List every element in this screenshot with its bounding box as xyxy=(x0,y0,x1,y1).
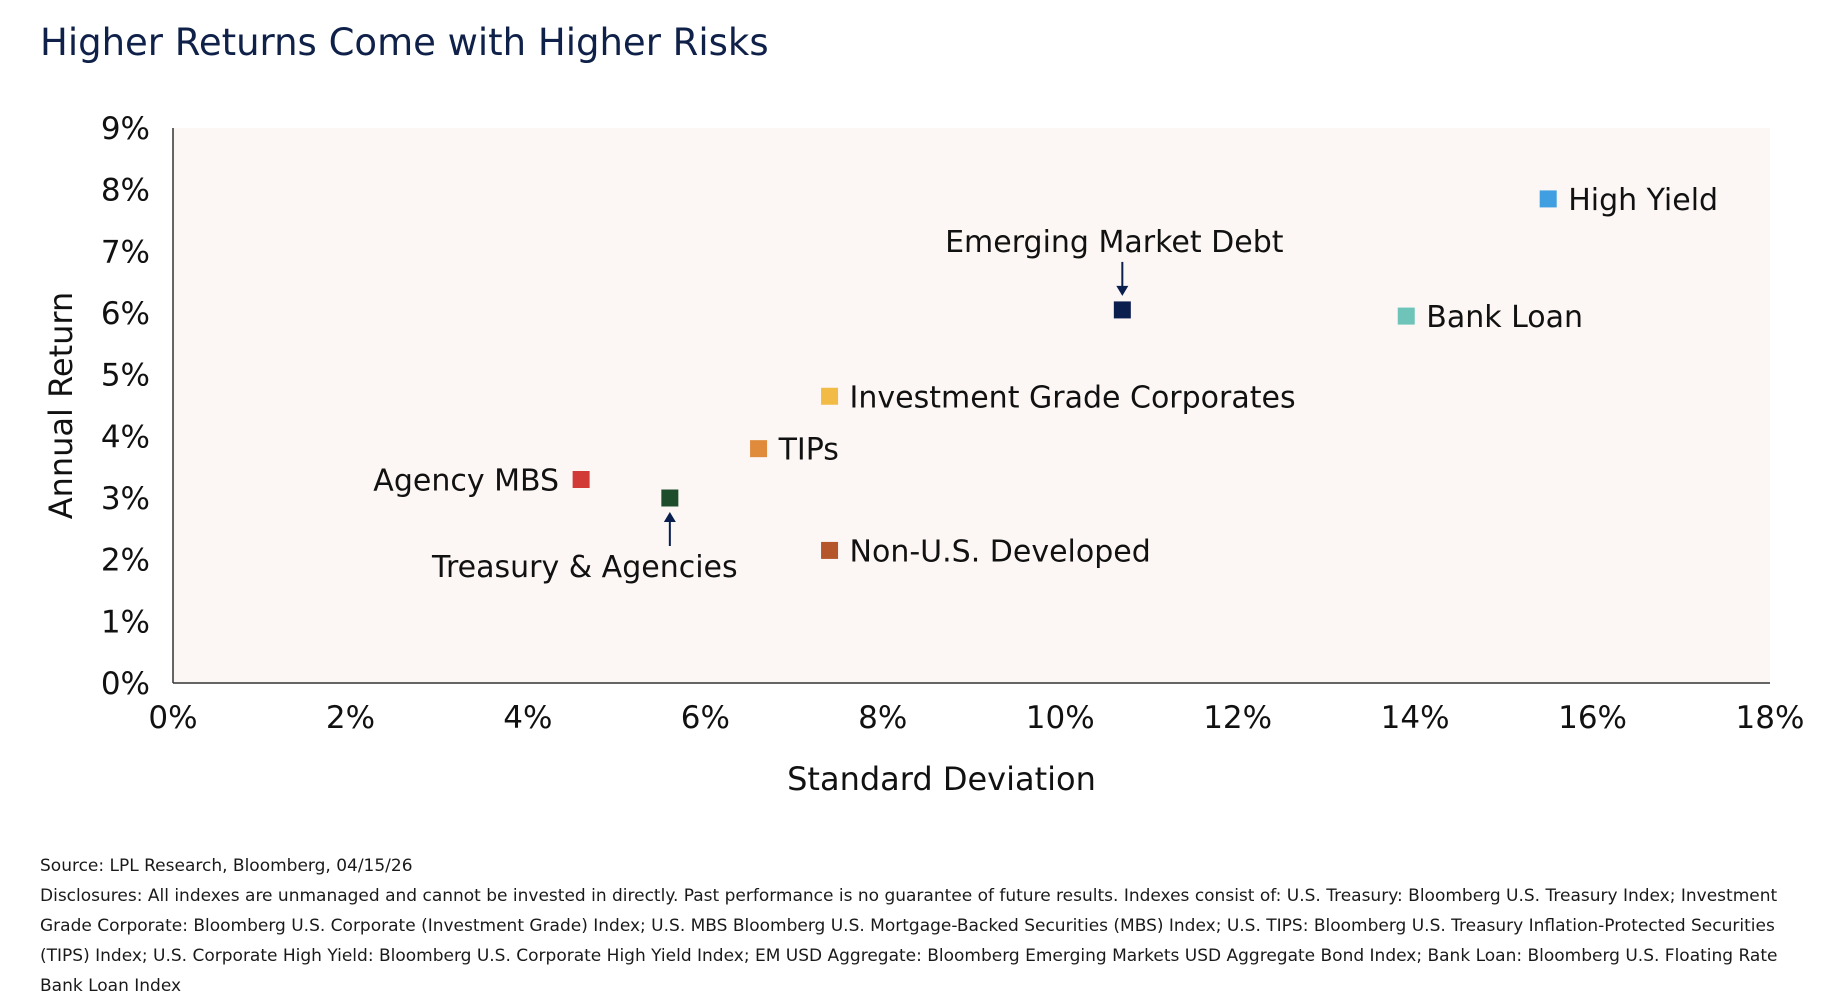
arrow-head xyxy=(1116,285,1129,296)
x-tick-label: 2% xyxy=(326,700,375,736)
y-tick-label: 8% xyxy=(101,173,150,209)
point-label: Non-U.S. Developed xyxy=(850,534,1151,569)
data-point: High Yield xyxy=(1539,183,1718,218)
point-marker xyxy=(750,440,768,458)
x-tick-label: 10% xyxy=(1026,700,1095,736)
data-point: TIPs xyxy=(750,433,839,468)
x-axis-label: Standard Deviation xyxy=(787,760,1096,798)
point-label: Investment Grade Corporates xyxy=(850,380,1296,415)
x-tick-label: 4% xyxy=(503,700,552,736)
x-tick-label: 16% xyxy=(1558,700,1627,736)
x-tick-label: 14% xyxy=(1381,700,1450,736)
data-point: Bank Loan xyxy=(1397,300,1583,335)
y-tick-label: 6% xyxy=(101,296,150,332)
y-tick-label: 3% xyxy=(101,481,150,517)
point-label: Treasury & Agencies xyxy=(431,550,738,585)
y-tick-label: 0% xyxy=(101,666,150,702)
data-point: Treasury & Agencies xyxy=(431,489,738,585)
data-point: Non-U.S. Developed xyxy=(821,534,1151,569)
y-tick-label: 2% xyxy=(101,543,150,579)
point-label: Emerging Market Debt xyxy=(945,225,1284,260)
point-marker xyxy=(821,387,839,405)
point-marker xyxy=(1539,190,1557,208)
y-tick-label: 4% xyxy=(101,419,150,455)
point-label: Bank Loan xyxy=(1426,300,1583,335)
data-point: Investment Grade Corporates xyxy=(821,380,1296,415)
y-tick-label: 1% xyxy=(101,604,150,640)
data-points: High Yield Emerging Market Debt Bank Loan I… xyxy=(373,183,1718,585)
y-tick-label: 7% xyxy=(101,234,150,270)
x-tick-label: 12% xyxy=(1203,700,1272,736)
point-marker xyxy=(572,471,590,488)
point-label: High Yield xyxy=(1568,183,1718,218)
disclosures-text: Disclosures: All indexes are unmanaged a… xyxy=(40,886,1778,996)
data-point: Agency MBS xyxy=(373,464,590,499)
point-label: TIPs xyxy=(778,433,839,468)
scatter-chart: Higher Returns Come with Higher Risks 0%… xyxy=(40,21,1804,798)
y-tick-label: 9% xyxy=(101,111,150,147)
chart-title: Higher Returns Come with Higher Risks xyxy=(40,21,769,64)
y-tick-labels: 0% 1% 2% 3% 4% 5% 6% 7% 8% 9% xyxy=(101,111,150,702)
point-marker xyxy=(821,541,839,559)
arrow-head xyxy=(663,512,676,522)
source-note: Source: LPL Research, Bloomberg, 04/15/2… xyxy=(40,856,413,876)
y-tick-label: 5% xyxy=(101,358,150,394)
x-tick-label: 8% xyxy=(858,700,907,736)
point-label: Agency MBS xyxy=(373,464,559,499)
x-tick-labels: 0% 2% 4% 6% 8% 10% 12% 14% 16% 18% xyxy=(148,700,1804,736)
point-marker xyxy=(661,489,679,507)
x-tick-label: 18% xyxy=(1736,700,1805,736)
y-axis-label: Annual Return xyxy=(42,292,80,520)
x-tick-label: 0% xyxy=(148,700,197,736)
point-marker xyxy=(1397,307,1415,325)
data-point: Emerging Market Debt xyxy=(945,225,1284,319)
plot-area xyxy=(173,128,1770,683)
x-tick-label: 6% xyxy=(681,700,730,736)
point-marker xyxy=(1113,301,1131,319)
